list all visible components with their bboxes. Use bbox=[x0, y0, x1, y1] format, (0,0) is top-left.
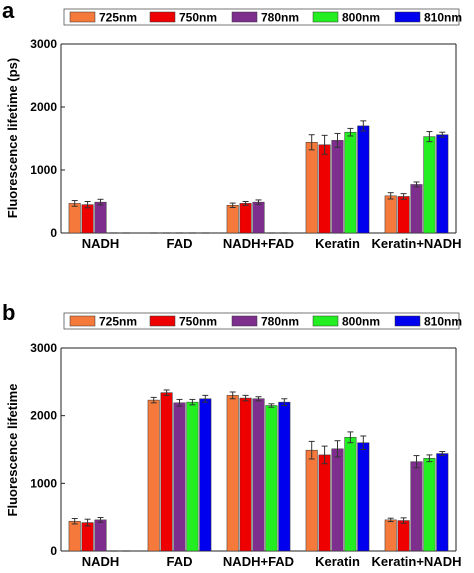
category-label: NADH bbox=[82, 554, 120, 569]
y-tick-label: 1000 bbox=[30, 163, 57, 177]
legend-label: 800nm bbox=[342, 11, 380, 25]
y-tick-label: 2000 bbox=[30, 100, 57, 114]
legend-label: 810nm bbox=[424, 11, 462, 25]
bar-780nm bbox=[173, 402, 186, 552]
legend-swatch bbox=[69, 11, 96, 23]
chart-panel-a: a 0 1000 2000 3000 Fluorescence lifetime (ps)… bbox=[2, 0, 462, 251]
bar-780nm bbox=[410, 184, 423, 234]
bar-810nm bbox=[278, 401, 291, 552]
legend-label: 750nm bbox=[179, 11, 217, 25]
y-tick-label: 1000 bbox=[30, 476, 57, 490]
legend-swatch bbox=[394, 315, 421, 327]
legend-swatch bbox=[69, 315, 96, 327]
bar-810nm bbox=[357, 442, 370, 552]
bar-725nm bbox=[226, 395, 239, 552]
y-axis-title: Fluorescence lifetime (ps) bbox=[5, 58, 20, 218]
bar-810nm bbox=[436, 453, 449, 552]
category-label: NADH bbox=[82, 236, 120, 251]
bar-725nm bbox=[305, 142, 318, 234]
bar-750nm bbox=[397, 520, 410, 552]
category-label: Keratin bbox=[315, 236, 360, 251]
legend-swatch bbox=[312, 315, 339, 327]
legend-label: 725nm bbox=[99, 11, 137, 25]
chart-panel-b: b 0 1000 2000 3000 Fluorescence lifetime NADH F… bbox=[2, 300, 462, 569]
legend-label: 780nm bbox=[261, 11, 299, 25]
bar-750nm bbox=[318, 144, 331, 234]
legend: 725nm 750nm 780nm 800nm 810nm bbox=[63, 312, 462, 330]
bar-725nm bbox=[147, 399, 160, 552]
bar-800nm bbox=[344, 131, 357, 234]
y-axis-title: Fluorescence lifetime bbox=[5, 384, 20, 517]
category-label: FAD bbox=[167, 236, 193, 251]
panel-letter: a bbox=[2, 0, 15, 23]
bar-725nm bbox=[384, 195, 397, 234]
category-label: FAD bbox=[167, 554, 193, 569]
bar-725nm bbox=[305, 449, 318, 552]
legend-swatch bbox=[394, 11, 421, 23]
legend-label: 800nm bbox=[342, 315, 380, 329]
y-tick-label: 2000 bbox=[30, 409, 57, 423]
bar-810nm bbox=[357, 125, 370, 234]
bar-780nm bbox=[410, 461, 423, 552]
bar-780nm bbox=[94, 201, 107, 234]
bar-800nm bbox=[423, 458, 436, 552]
bar-780nm bbox=[331, 140, 344, 234]
category-label: NADH+FAD bbox=[223, 554, 294, 569]
bar-800nm bbox=[344, 437, 357, 552]
legend: 725nm 750nm 780nm 800nm 810nm bbox=[63, 8, 462, 26]
category-label: Keratin+NADH bbox=[372, 554, 462, 569]
legend-swatch bbox=[231, 11, 258, 23]
y-tick-label: 3000 bbox=[30, 37, 57, 51]
legend-label: 780nm bbox=[261, 315, 299, 329]
bar-750nm bbox=[397, 196, 410, 234]
bar-750nm bbox=[318, 454, 331, 552]
bar-800nm bbox=[186, 401, 199, 552]
bar-725nm bbox=[68, 520, 81, 552]
bar-725nm bbox=[384, 519, 397, 552]
bar-725nm bbox=[226, 205, 239, 234]
bar-780nm bbox=[94, 519, 107, 552]
category-label: Keratin bbox=[315, 554, 360, 569]
bar-810nm bbox=[436, 134, 449, 234]
y-tick-label: 0 bbox=[50, 226, 57, 240]
bar-810nm bbox=[199, 398, 212, 552]
panel-letter: b bbox=[2, 300, 15, 325]
legend-swatch bbox=[149, 11, 176, 23]
legend-label: 750nm bbox=[179, 315, 217, 329]
category-label: NADH+FAD bbox=[223, 236, 294, 251]
y-tick-label: 0 bbox=[50, 544, 57, 558]
legend-label: 810nm bbox=[424, 315, 462, 329]
legend-swatch bbox=[149, 315, 176, 327]
bar-725nm bbox=[68, 203, 81, 234]
bar-780nm bbox=[252, 398, 265, 552]
bar-800nm bbox=[265, 405, 278, 552]
legend-swatch bbox=[231, 315, 258, 327]
bar-750nm bbox=[239, 203, 252, 234]
legend-swatch bbox=[312, 11, 339, 23]
y-tick-label: 3000 bbox=[30, 341, 57, 355]
bar-750nm bbox=[81, 204, 94, 234]
bar-750nm bbox=[160, 392, 173, 552]
bar-750nm bbox=[81, 522, 94, 552]
category-label: Keratin+NADH bbox=[372, 236, 462, 251]
bar-780nm bbox=[252, 201, 265, 234]
bar-800nm bbox=[423, 136, 436, 234]
legend-label: 725nm bbox=[99, 315, 137, 329]
bar-780nm bbox=[331, 448, 344, 552]
bar-750nm bbox=[239, 397, 252, 552]
